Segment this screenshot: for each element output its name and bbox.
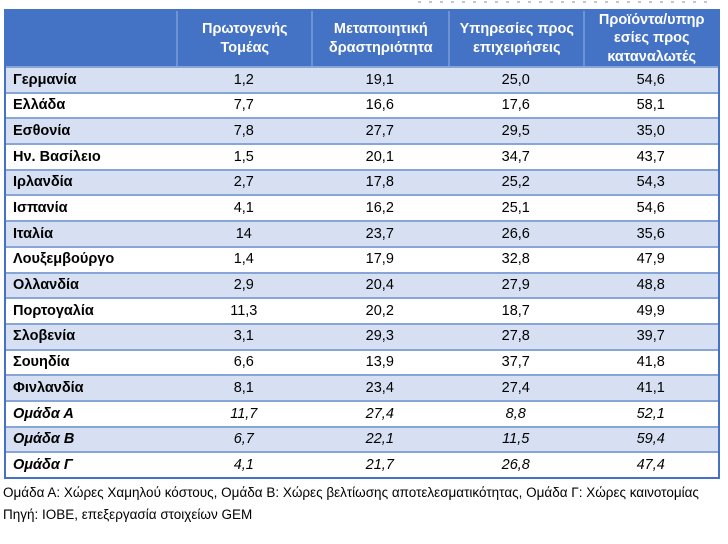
value-cell: 58,1 (583, 91, 718, 118)
value-cell: 21,7 (311, 451, 449, 477)
value-cell: 16,6 (311, 91, 449, 118)
value-cell: 11,3 (176, 297, 312, 323)
value-cell: 1,5 (176, 143, 312, 169)
column-header-2: Μεταποιητική δραστηριότητα (311, 11, 449, 66)
value-cell: 59,4 (583, 425, 718, 452)
value-cell: 54,3 (583, 168, 718, 195)
value-cell: 6,7 (176, 425, 312, 452)
value-cell: 14 (176, 220, 312, 246)
value-cell: 47,4 (583, 451, 718, 477)
sector-shares-table: Πρωτογενής Τομέας Μεταποιητική δραστηριότ… (4, 9, 720, 479)
value-cell: 7,7 (176, 91, 312, 118)
value-cell: 49,9 (583, 297, 718, 323)
value-cell: 25,0 (448, 66, 584, 92)
value-cell: 16,2 (311, 194, 449, 221)
value-cell: 27,8 (448, 322, 584, 349)
value-cell: 19,1 (311, 66, 449, 92)
value-cell: 7,8 (176, 117, 312, 144)
row-label: Ιταλία (6, 220, 177, 246)
value-cell: 4,1 (176, 194, 312, 221)
value-cell: 41,1 (583, 374, 718, 400)
row-label: Ομάδα Α (6, 399, 177, 426)
value-cell: 1,2 (176, 66, 312, 92)
value-cell: 8,8 (448, 399, 584, 426)
value-cell: 17,9 (311, 245, 449, 272)
value-cell: 27,4 (448, 374, 584, 400)
row-label: Ιρλανδία (6, 168, 177, 195)
value-cell: 29,3 (311, 322, 449, 349)
value-cell: 26,8 (448, 451, 584, 477)
value-cell: 25,1 (448, 194, 584, 221)
value-cell: 20,4 (311, 271, 449, 298)
value-cell: 35,6 (583, 220, 718, 246)
row-label: Φινλανδία (6, 374, 177, 400)
row-label: Ην. Βασίλειο (6, 143, 177, 169)
value-cell: 23,4 (311, 374, 449, 400)
value-cell: 54,6 (583, 66, 718, 92)
value-cell: 26,6 (448, 220, 584, 246)
row-label: Λουξεμβούργο (6, 245, 177, 272)
value-cell: 25,2 (448, 168, 584, 195)
value-cell: 37,7 (448, 348, 584, 375)
value-cell: 2,9 (176, 271, 312, 298)
row-label: Ελλάδα (6, 91, 177, 118)
row-label: Ομάδα Γ (6, 451, 177, 477)
row-label: Ομάδα Β (6, 425, 177, 452)
row-label: Ισπανία (6, 194, 177, 221)
column-header-1: Πρωτογενής Τομέας (176, 11, 312, 66)
row-label: Σουηδία (6, 348, 177, 375)
value-cell: 27,4 (311, 399, 449, 426)
value-cell: 11,5 (448, 425, 584, 452)
corner-cell (6, 11, 177, 66)
value-cell: 22,1 (311, 425, 449, 452)
value-cell: 20,2 (311, 297, 449, 323)
row-label: Εσθονία (6, 117, 177, 144)
value-cell: 47,9 (583, 245, 718, 272)
value-cell: 41,8 (583, 348, 718, 375)
value-cell: 11,7 (176, 399, 312, 426)
value-cell: 17,8 (311, 168, 449, 195)
value-cell: 35,0 (583, 117, 718, 144)
row-label: Πορτογαλία (6, 297, 177, 323)
value-cell: 6,6 (176, 348, 312, 375)
value-cell: 20,1 (311, 143, 449, 169)
value-cell: 34,7 (448, 143, 584, 169)
row-label: Σλοβενία (6, 322, 177, 349)
value-cell: 2,7 (176, 168, 312, 195)
row-label: Γερμανία (6, 66, 177, 92)
value-cell: 13,9 (311, 348, 449, 375)
footnote-source: Πηγή: ΙΟΒΕ, επεξεργασία στοιχείων GEM (3, 507, 253, 523)
value-cell: 4,1 (176, 451, 312, 477)
value-cell: 27,9 (448, 271, 584, 298)
footnote-group-definitions: Ομάδα Α: Χώρες Χαμηλού κόστους, Ομάδα Β:… (3, 485, 699, 500)
column-header-4: Προϊόντα/υπηρ εσίες προς καταναλωτές (583, 11, 718, 66)
value-cell: 23,7 (311, 220, 449, 246)
value-cell: 48,8 (583, 271, 718, 298)
column-header-3: Υπηρεσίες προς επιχειρήσεις (448, 11, 584, 66)
row-label: Ολλανδία (6, 271, 177, 298)
value-cell: 39,7 (583, 322, 718, 349)
value-cell: 52,1 (583, 399, 718, 426)
value-cell: 17,6 (448, 91, 584, 118)
value-cell: 8,1 (176, 374, 312, 400)
value-cell: 54,6 (583, 194, 718, 221)
value-cell: 32,8 (448, 245, 584, 272)
value-cell: 29,5 (448, 117, 584, 144)
value-cell: 3,1 (176, 322, 312, 349)
value-cell: 43,7 (583, 143, 718, 169)
cropped-text-remnant (418, 1, 714, 3)
value-cell: 1,4 (176, 245, 312, 272)
value-cell: 18,7 (448, 297, 584, 323)
footnotes: Ομάδα Α: Χώρες Χαμηλού κόστους, Ομάδα Β:… (3, 483, 719, 526)
value-cell: 27,7 (311, 117, 449, 144)
